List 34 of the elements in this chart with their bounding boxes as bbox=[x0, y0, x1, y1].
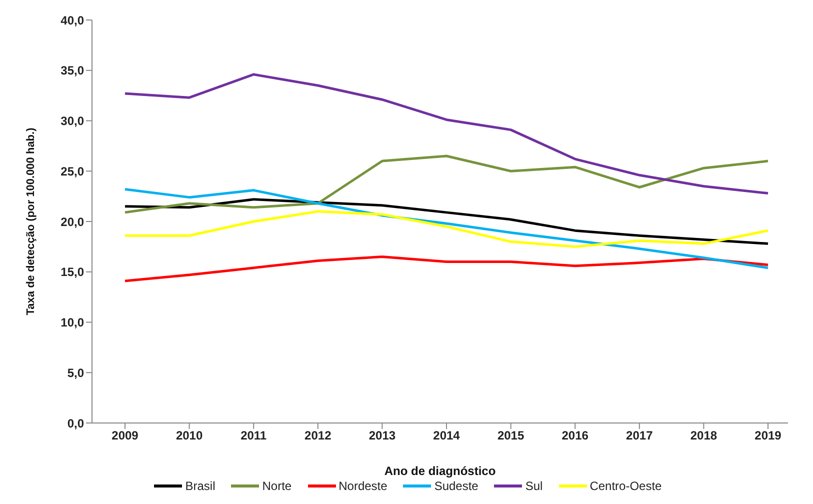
legend-label: Nordeste bbox=[338, 479, 388, 493]
legend-label: Centro-Oeste bbox=[588, 479, 662, 493]
legend-label: Sul bbox=[524, 479, 543, 493]
line-series bbox=[124, 198, 770, 245]
line-series bbox=[124, 256, 770, 282]
x-tick-label: 2015 bbox=[497, 428, 524, 443]
line-series bbox=[124, 154, 770, 214]
x-tick-label: 2016 bbox=[562, 428, 589, 443]
legend-label: Sudeste bbox=[433, 479, 478, 493]
y-tick-label: 0,0 bbox=[67, 416, 84, 430]
legend-label: Brasil bbox=[184, 479, 216, 493]
x-tick-label: 2019 bbox=[754, 428, 782, 443]
x-tick-label: 2014 bbox=[433, 428, 460, 443]
y-tick-label: 5,0 bbox=[67, 366, 84, 380]
x-tick-label: 2017 bbox=[626, 428, 654, 443]
y-tick-label: 25,0 bbox=[60, 164, 84, 178]
line-series bbox=[124, 73, 770, 195]
x-tick-label: 2009 bbox=[112, 428, 139, 443]
y-tick-label: 10,0 bbox=[60, 316, 84, 330]
y-tick-label: 30,0 bbox=[60, 114, 84, 128]
x-tick-label: 2010 bbox=[176, 428, 203, 443]
line-series bbox=[124, 188, 770, 270]
x-tick-label: 2012 bbox=[304, 428, 332, 443]
legend-label: Norte bbox=[261, 479, 292, 493]
y-tick-label: 35,0 bbox=[60, 64, 84, 78]
x-axis-title: Ano de diagnóstico bbox=[384, 464, 496, 478]
y-axis-title: Taxa de detecção (por 100.000 hab.) bbox=[24, 127, 37, 316]
y-tick-label: 15,0 bbox=[60, 265, 84, 280]
y-tick-label: 40,0 bbox=[60, 13, 84, 28]
x-tick-label: 2013 bbox=[368, 428, 396, 443]
x-tick-label: 2011 bbox=[240, 428, 267, 443]
y-tick-label: 20,0 bbox=[60, 214, 84, 229]
x-tick-label: 2018 bbox=[690, 428, 718, 443]
line-series bbox=[124, 210, 770, 248]
